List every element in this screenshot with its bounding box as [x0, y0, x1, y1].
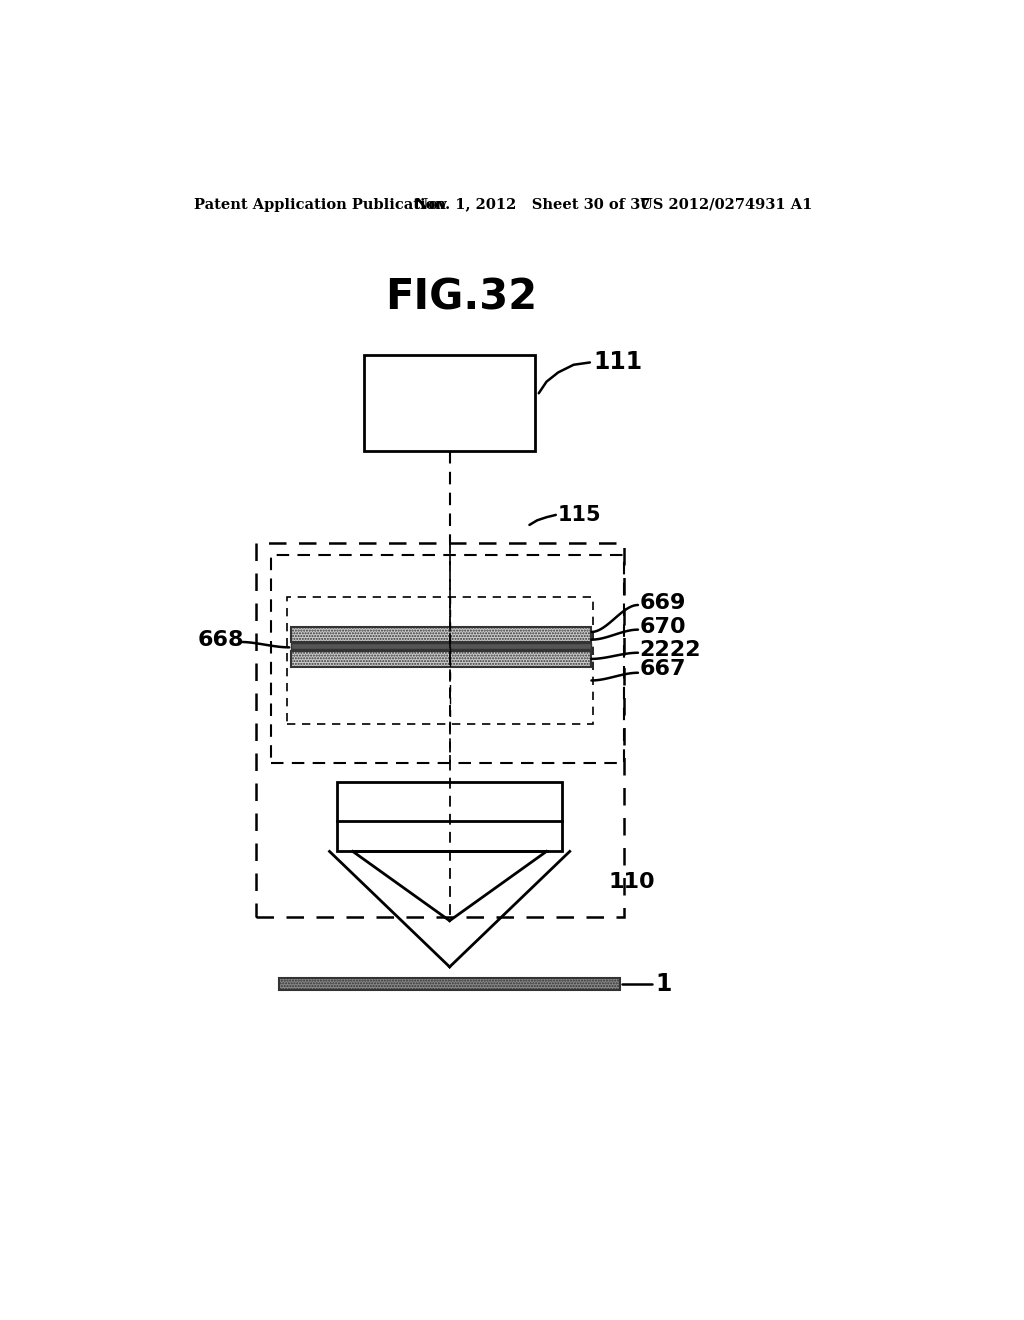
Bar — [291, 643, 592, 649]
Text: 2222: 2222 — [640, 640, 701, 660]
Text: Nov. 1, 2012   Sheet 30 of 37: Nov. 1, 2012 Sheet 30 of 37 — [415, 198, 650, 211]
Bar — [337, 781, 562, 851]
Bar — [291, 651, 592, 667]
Bar — [365, 355, 535, 451]
Text: 110: 110 — [608, 873, 655, 892]
Text: 669: 669 — [640, 593, 686, 612]
Text: 1: 1 — [655, 972, 672, 995]
Text: 111: 111 — [593, 350, 642, 375]
Bar — [271, 554, 624, 763]
Bar — [280, 978, 621, 990]
Text: 115: 115 — [558, 506, 602, 525]
Text: US 2012/0274931 A1: US 2012/0274931 A1 — [640, 198, 812, 211]
Bar — [291, 627, 592, 642]
Bar — [287, 598, 593, 725]
Text: 668: 668 — [198, 630, 245, 649]
Text: 667: 667 — [640, 659, 686, 678]
Text: Patent Application Publication: Patent Application Publication — [194, 198, 445, 211]
Text: FIG.32: FIG.32 — [385, 276, 538, 318]
Text: 670: 670 — [640, 616, 686, 636]
Bar — [256, 544, 624, 917]
